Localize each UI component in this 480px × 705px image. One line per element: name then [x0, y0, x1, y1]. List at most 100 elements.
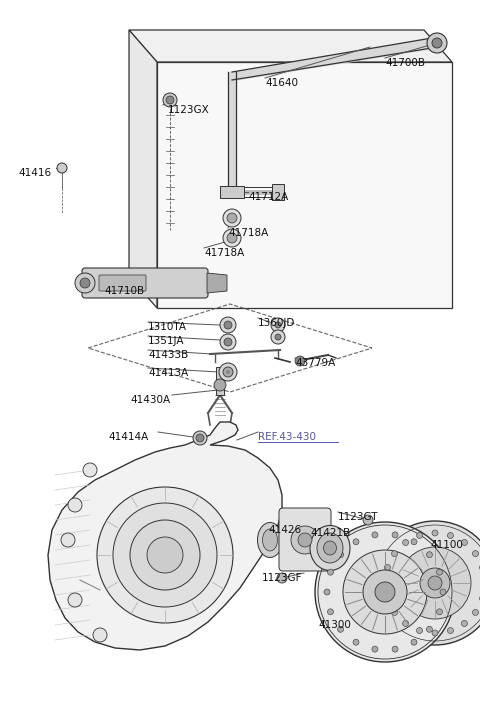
Circle shape [461, 539, 468, 546]
Circle shape [275, 334, 281, 340]
Circle shape [226, 370, 230, 374]
FancyBboxPatch shape [82, 268, 208, 298]
Circle shape [295, 356, 305, 366]
Circle shape [373, 521, 480, 645]
Circle shape [327, 569, 334, 575]
Circle shape [353, 539, 359, 545]
Circle shape [337, 552, 344, 558]
Text: 41710B: 41710B [104, 286, 144, 296]
Text: 41421B: 41421B [310, 528, 350, 538]
Text: 41712A: 41712A [248, 192, 288, 202]
Circle shape [277, 573, 287, 583]
Circle shape [196, 434, 204, 442]
Circle shape [75, 273, 95, 293]
Circle shape [83, 463, 97, 477]
Circle shape [223, 229, 241, 247]
Circle shape [375, 582, 395, 602]
Circle shape [432, 630, 438, 636]
Circle shape [440, 589, 446, 595]
Circle shape [327, 609, 334, 615]
Text: 1123GX: 1123GX [168, 105, 210, 115]
Text: 41300: 41300 [319, 620, 351, 630]
Bar [272, 184, 284, 200]
Circle shape [436, 609, 443, 615]
Circle shape [426, 626, 432, 632]
Text: 41413A: 41413A [148, 368, 188, 378]
Text: 1123GF: 1123GF [262, 573, 302, 583]
Text: 1310TA: 1310TA [148, 322, 187, 332]
Circle shape [382, 580, 388, 586]
Circle shape [343, 550, 427, 634]
Circle shape [166, 96, 174, 104]
Circle shape [271, 330, 285, 344]
Circle shape [432, 530, 438, 536]
Circle shape [147, 537, 183, 573]
FancyBboxPatch shape [279, 508, 331, 571]
Circle shape [417, 627, 422, 634]
Text: REF.43-430: REF.43-430 [258, 432, 316, 442]
Circle shape [57, 163, 67, 173]
Circle shape [372, 646, 378, 652]
Circle shape [93, 628, 107, 642]
Text: 1360JD: 1360JD [258, 318, 295, 328]
Circle shape [219, 363, 237, 381]
Circle shape [461, 620, 468, 627]
Text: 41640: 41640 [265, 78, 298, 88]
Circle shape [298, 533, 312, 547]
Circle shape [428, 576, 442, 590]
Text: 41100: 41100 [430, 540, 463, 550]
Circle shape [68, 593, 82, 607]
Text: 1351JA: 1351JA [148, 336, 184, 346]
Circle shape [113, 503, 217, 607]
Circle shape [223, 209, 241, 227]
Circle shape [271, 318, 285, 332]
Circle shape [420, 568, 450, 598]
Circle shape [214, 379, 226, 391]
Ellipse shape [310, 525, 350, 570]
Circle shape [224, 338, 232, 346]
Circle shape [220, 317, 236, 333]
Polygon shape [129, 30, 452, 62]
Circle shape [426, 552, 432, 558]
Circle shape [417, 532, 422, 539]
Circle shape [384, 596, 390, 601]
Circle shape [384, 565, 390, 570]
Circle shape [315, 522, 455, 662]
FancyBboxPatch shape [99, 275, 146, 291]
Text: 41718A: 41718A [228, 228, 268, 238]
Circle shape [163, 93, 177, 107]
Text: 43779A: 43779A [295, 358, 335, 368]
Polygon shape [207, 273, 227, 293]
Circle shape [472, 609, 479, 615]
Circle shape [411, 539, 417, 545]
Circle shape [324, 589, 330, 595]
Circle shape [227, 233, 237, 243]
Circle shape [392, 532, 398, 538]
Circle shape [392, 646, 398, 652]
Circle shape [403, 620, 408, 627]
Circle shape [411, 639, 417, 645]
Text: 41426: 41426 [268, 525, 301, 535]
Circle shape [447, 627, 454, 634]
Circle shape [363, 515, 373, 525]
Ellipse shape [324, 541, 336, 555]
Circle shape [436, 569, 443, 575]
Polygon shape [157, 62, 452, 308]
Circle shape [472, 551, 479, 557]
Circle shape [392, 609, 397, 615]
Circle shape [193, 431, 207, 445]
Text: 1123GT: 1123GT [338, 512, 379, 522]
Text: 41433B: 41433B [148, 350, 188, 360]
Ellipse shape [263, 529, 277, 551]
Circle shape [80, 278, 90, 288]
Text: 41718A: 41718A [204, 248, 244, 258]
Circle shape [275, 322, 281, 328]
Circle shape [372, 532, 378, 538]
Circle shape [97, 487, 233, 623]
Circle shape [291, 526, 319, 554]
Circle shape [392, 551, 397, 557]
Circle shape [227, 213, 237, 223]
Circle shape [337, 626, 344, 632]
Circle shape [220, 334, 236, 350]
Ellipse shape [257, 522, 283, 558]
